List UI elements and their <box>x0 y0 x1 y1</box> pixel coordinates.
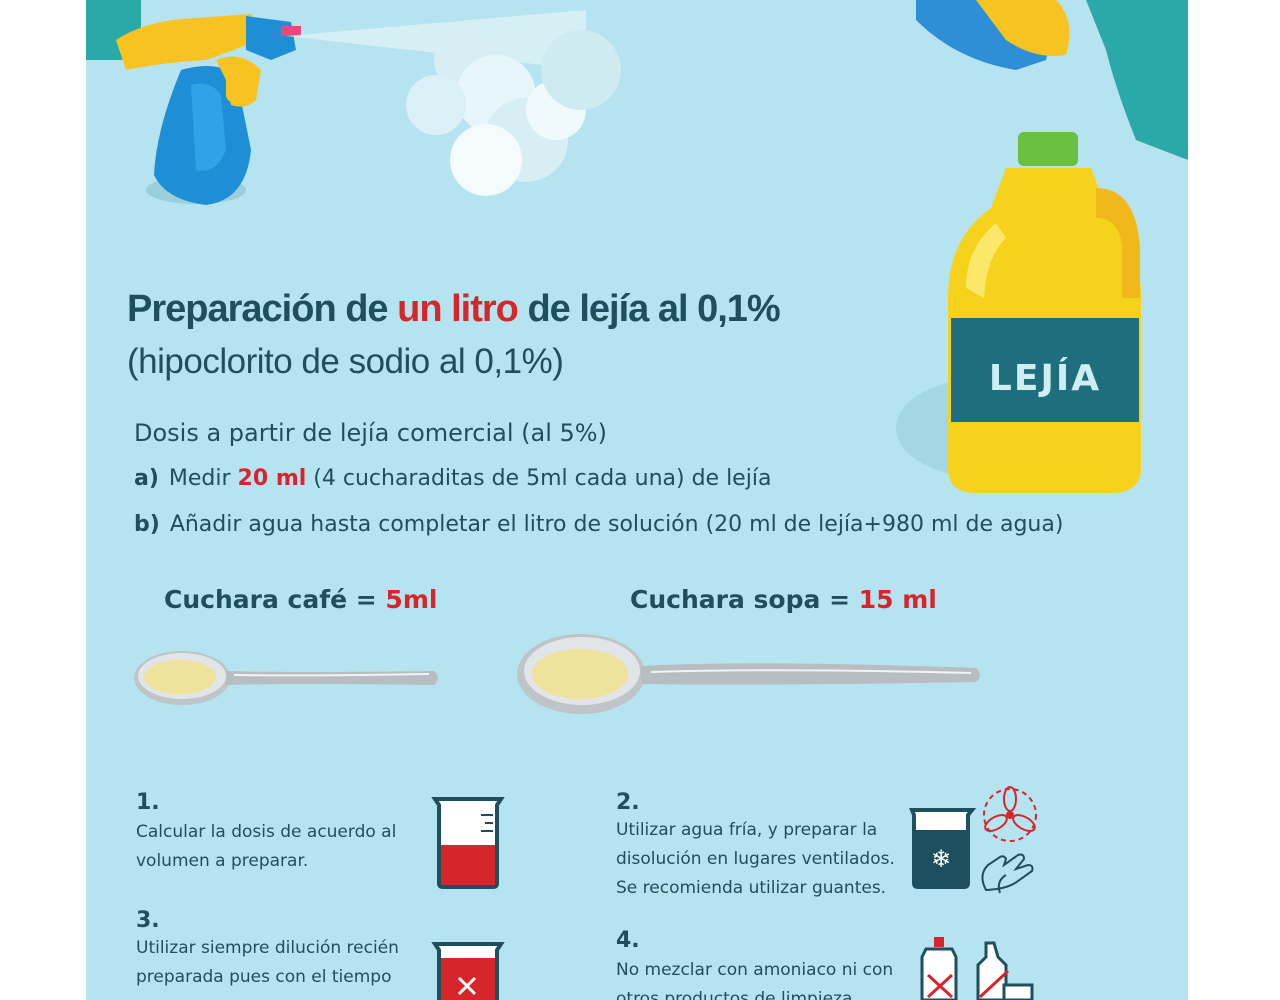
instruction-1-number: 1. <box>136 790 160 815</box>
infographic-panel: LEJÍA Preparación de un litro de lejía a… <box>86 0 1188 1000</box>
step-b: b) Añadir agua hasta completar el litro d… <box>134 512 1063 537</box>
spoon-sopa-value: 15 ml <box>858 585 937 614</box>
instruction-3-text: Utilizar siempre dilución recién prepara… <box>136 934 399 992</box>
spoon-sopa-eq: = <box>820 585 859 614</box>
instruction-2-line: Se recomienda utilizar guantes. <box>616 878 887 898</box>
instruction-1-line: Calcular la dosis de acuerdo al <box>136 822 397 842</box>
tablespoon-icon <box>517 634 980 714</box>
title-highlight: un litro <box>397 288 519 330</box>
bottle-label: LEJÍA <box>989 357 1101 399</box>
cold-water-ventilation-icon: ❄ <box>909 786 1037 894</box>
spray-bottle-icon <box>86 0 301 205</box>
instruction-1-text: Calcular la dosis de acuerdo al volumen … <box>136 818 396 876</box>
instruction-2-line: disolución en lugares ventilados. <box>616 849 895 869</box>
bleach-bottle-icon: LEJÍA <box>896 132 1141 493</box>
instruction-2-text: Utilizar agua fría, y preparar la disolu… <box>616 816 895 903</box>
cleaning-cloth-icon <box>916 0 1188 160</box>
spray-mist-icon <box>286 10 621 196</box>
instruction-3-line: preparada pues con el tiempo <box>136 967 392 987</box>
title-part1: Preparación de <box>127 288 398 330</box>
instruction-1-line: volumen a preparar. <box>136 851 309 871</box>
step-a-highlight: 20 ml <box>237 466 307 491</box>
page-subtitle: (hipoclorito de sodio al 0,1%) <box>127 342 564 381</box>
instruction-2-line: Utilizar agua fría, y preparar la <box>616 820 878 840</box>
step-a-after: (4 cucharaditas de 5ml cada una) de lejí… <box>306 466 772 491</box>
beaker-icon <box>431 797 505 889</box>
spoon-sopa-name: Cuchara sopa <box>630 585 821 614</box>
spoon-cafe-value: 5ml <box>385 585 438 614</box>
svg-text:❄: ❄ <box>931 845 951 873</box>
teaspoon-icon <box>134 651 438 705</box>
step-b-text: Añadir agua hasta completar el litro de … <box>169 512 1064 537</box>
step-b-label: b) <box>134 512 160 537</box>
step-a: a) Medir 20 ml (4 cucharaditas de 5ml cad… <box>134 466 771 491</box>
dosis-heading: Dosis a partir de lejía comercial (al 5%… <box>134 419 607 447</box>
old-solution-beaker-icon <box>431 942 505 1000</box>
page-title: Preparación de un litro de lejía al 0,1% <box>127 288 781 331</box>
instruction-3-line: Utilizar siempre dilución recién <box>136 938 399 958</box>
step-a-before: Medir <box>168 466 238 491</box>
step-a-label: a) <box>134 466 159 491</box>
spoon-sopa-label: Cuchara sopa = 15 ml <box>630 585 937 614</box>
instruction-3-number: 3. <box>136 908 160 933</box>
instruction-4-line: otros productos de limpieza <box>616 989 853 1000</box>
instruction-4-text: No mezclar con amoniaco ni con otros pro… <box>616 956 893 1000</box>
instruction-2-number: 2. <box>616 790 640 815</box>
spoon-cafe-eq: = <box>347 585 386 614</box>
instruction-4-line: No mezclar con amoniaco ni con <box>616 960 894 980</box>
instruction-4-number: 4. <box>616 928 640 953</box>
title-part2: de lejía al 0,1% <box>517 288 780 330</box>
spoon-cafe-label: Cuchara café = 5ml <box>164 585 437 614</box>
no-mixing-products-icon <box>920 937 1034 1000</box>
spoon-cafe-name: Cuchara café <box>164 585 348 614</box>
